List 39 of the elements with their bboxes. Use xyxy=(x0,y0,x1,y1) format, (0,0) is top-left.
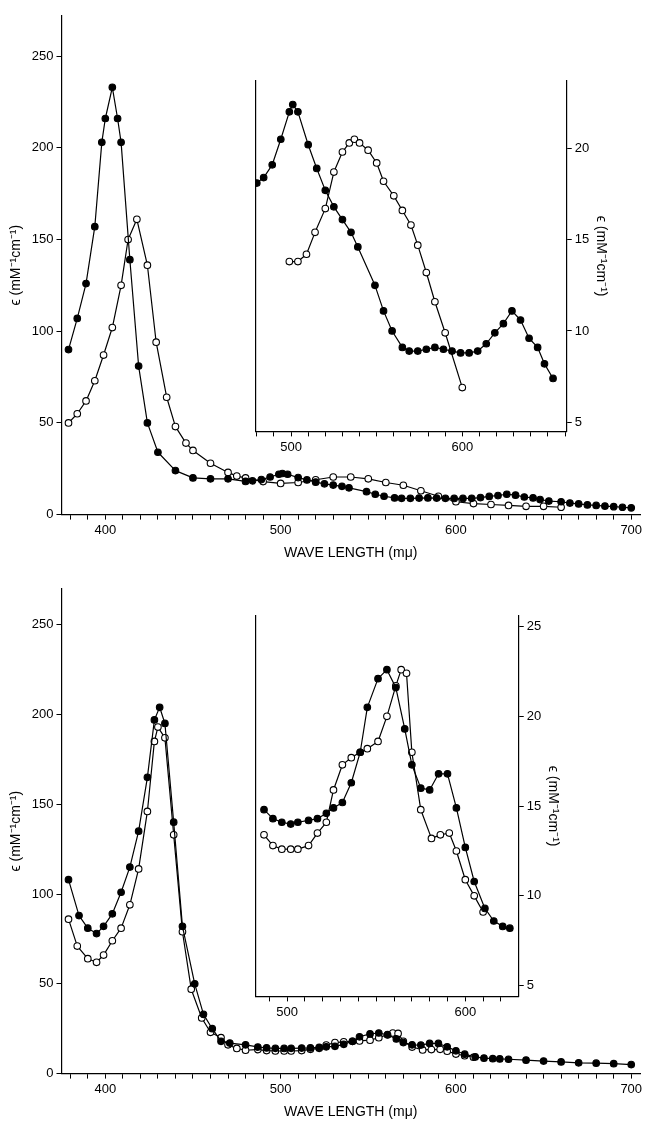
y-tick-label: 50 xyxy=(39,975,54,991)
y2-axis-title: ϵ (mM⁻¹cm⁻¹) xyxy=(545,765,562,847)
x-tick-label: 600 xyxy=(445,521,467,537)
y-axis-title: ϵ (mM⁻¹cm⁻¹) xyxy=(7,224,24,306)
y-tick-label: 250 xyxy=(31,47,54,63)
y-tick-label: 100 xyxy=(31,885,54,901)
x-tick-label: 400 xyxy=(94,521,117,537)
y-tick-label: 200 xyxy=(31,706,54,722)
y-tick-label: 100 xyxy=(31,322,54,338)
x-tick-label: 500 xyxy=(269,521,292,537)
x-tick-label: 700 xyxy=(620,1080,643,1096)
x-tick-label: 400 xyxy=(94,1080,117,1096)
y-tick-label: 150 xyxy=(31,795,54,811)
y2-tick-label: 15 xyxy=(526,797,542,813)
x-tick-label: 500 xyxy=(280,438,302,454)
x-tick-label: 600 xyxy=(454,1003,477,1019)
y-tick-label: 250 xyxy=(31,616,54,632)
y2-tick-label: 20 xyxy=(526,707,542,723)
x-tick-label: 700 xyxy=(620,521,643,537)
x-tick-label: 500 xyxy=(276,1003,299,1019)
y2-tick-label: 15 xyxy=(574,231,590,247)
x-axis-title: WAVE LENGTH (mμ) xyxy=(284,1103,418,1120)
x-tick-label: 500 xyxy=(269,1080,292,1096)
y2-axis-title: ϵ (mM⁻¹cm⁻¹) xyxy=(593,215,610,297)
y2-tick-label: 25 xyxy=(526,618,542,634)
y-tick-label: 200 xyxy=(31,139,54,155)
y2-tick-label: 10 xyxy=(574,322,590,338)
x-tick-label: 600 xyxy=(445,1080,467,1096)
x-axis-title: WAVE LENGTH (mμ) xyxy=(284,544,418,561)
y2-tick-label: 5 xyxy=(574,413,582,429)
y-axis-title: ϵ (mM⁻¹cm⁻¹) xyxy=(7,790,24,872)
y-tick-label: 0 xyxy=(46,1065,54,1081)
y-tick-label: 0 xyxy=(46,506,54,522)
y-tick-label: 50 xyxy=(39,414,54,430)
y2-tick-label: 20 xyxy=(574,139,590,155)
y2-tick-label: 5 xyxy=(526,977,534,993)
x-tick-label: 600 xyxy=(451,438,474,454)
y-tick-label: 150 xyxy=(31,231,54,247)
y2-tick-label: 10 xyxy=(526,887,542,903)
